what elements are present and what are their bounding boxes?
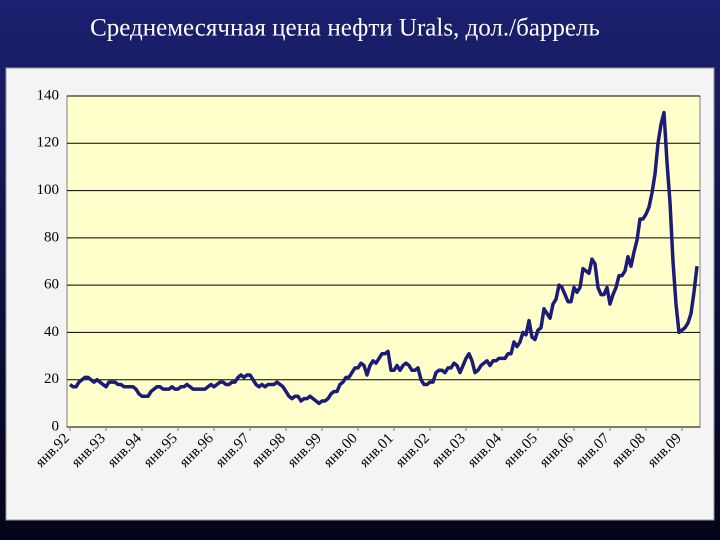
y-tick-label: 40	[44, 324, 59, 340]
plot-area	[66, 95, 701, 428]
y-tick-label: 60	[44, 277, 59, 293]
y-tick-label: 100	[37, 182, 60, 198]
y-tick-label: 140	[37, 87, 60, 103]
y-tick-label: 120	[37, 135, 60, 151]
y-tick-label: 80	[44, 229, 59, 245]
y-tick-label: 20	[44, 371, 59, 387]
price-line	[68, 110, 699, 406]
chart-title: Среднемесячная цена нефти Urals, дол./ба…	[90, 15, 600, 42]
y-tick-label: 0	[52, 418, 60, 434]
